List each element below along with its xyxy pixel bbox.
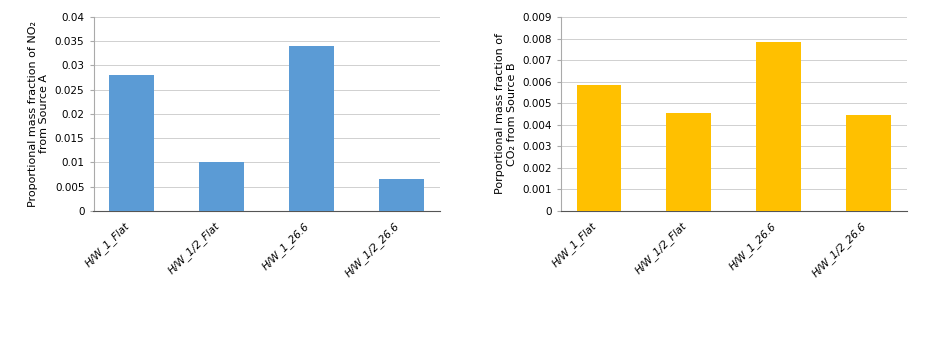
Y-axis label: Proportional mass fraction of NO₂
from Source A: Proportional mass fraction of NO₂ from S… — [28, 21, 50, 207]
Bar — [379, 179, 424, 211]
Legend: Room level: Room level — [216, 337, 318, 340]
Bar — [199, 163, 244, 211]
Bar — [109, 75, 154, 211]
Bar — [667, 113, 712, 211]
Bar — [846, 115, 891, 211]
Bar — [289, 46, 334, 211]
Legend: Pedestrian level: Pedestrian level — [668, 337, 800, 340]
Bar — [756, 42, 801, 211]
Bar — [577, 85, 622, 211]
Y-axis label: Porportional mass fraction of
CO₂ from Source B: Porportional mass fraction of CO₂ from S… — [496, 33, 517, 194]
